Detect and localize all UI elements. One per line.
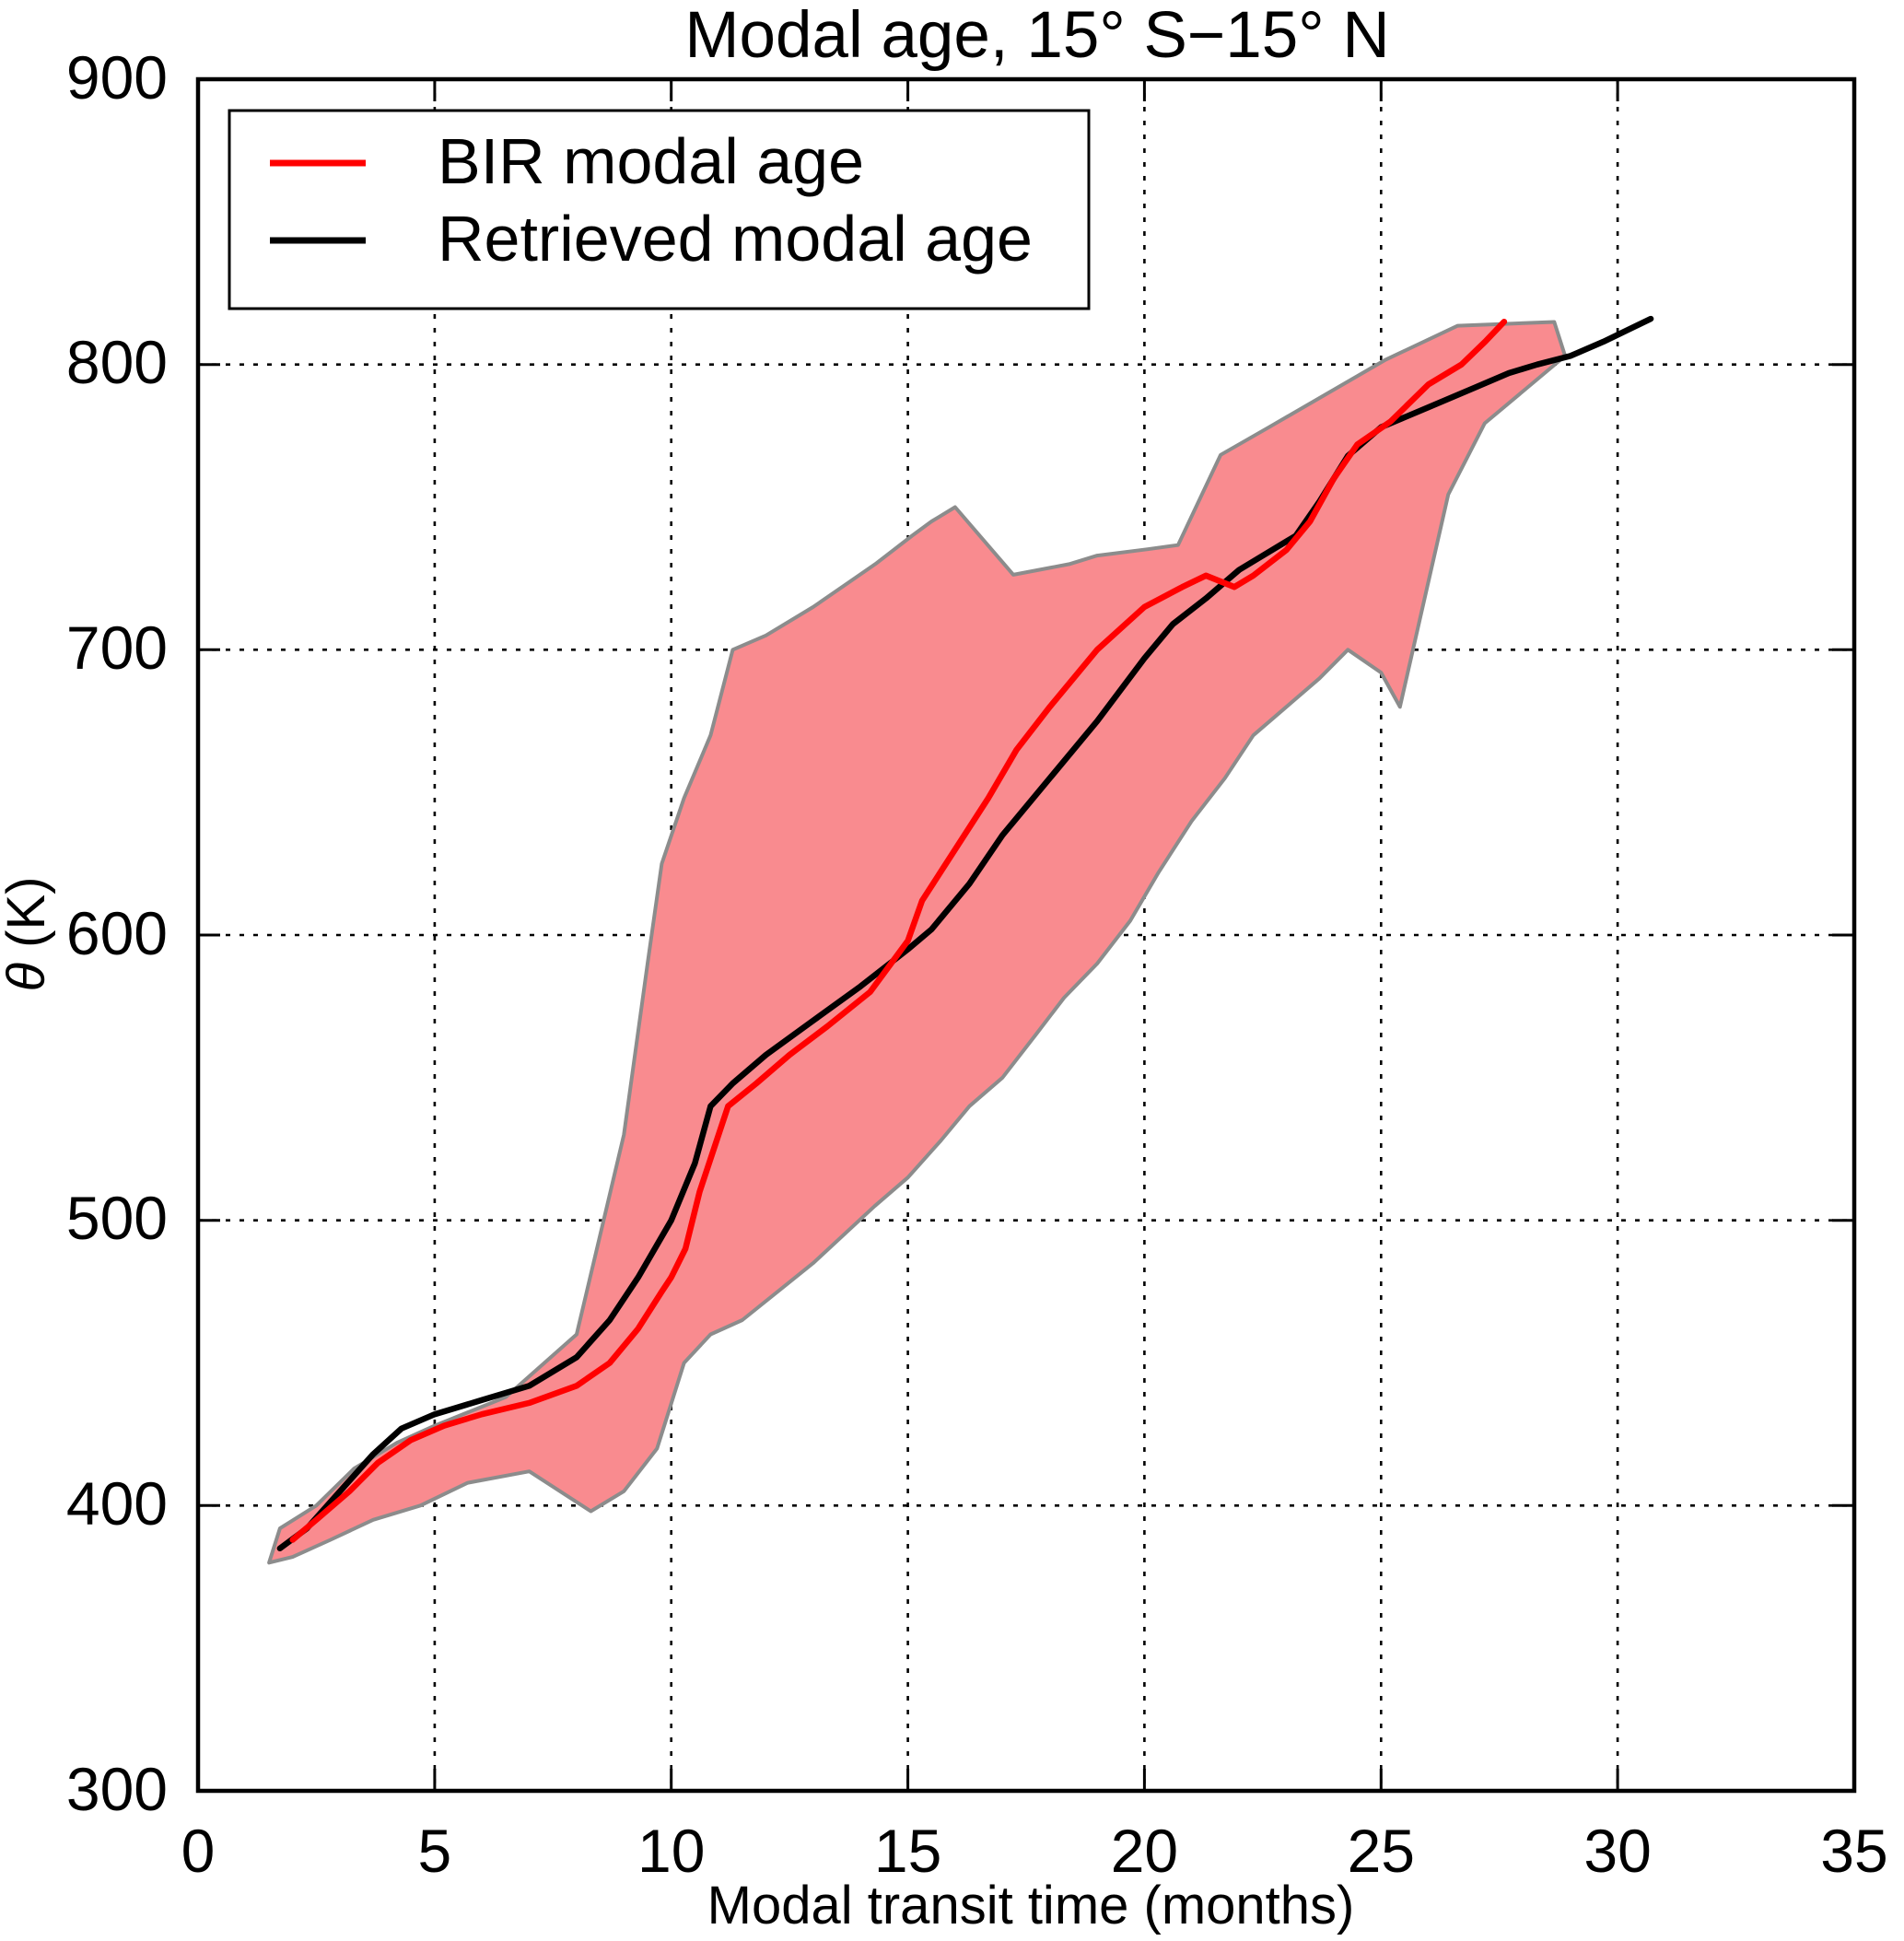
svg-text:30: 30: [1583, 1817, 1651, 1885]
svg-text:Retrieved modal age: Retrieved modal age: [438, 203, 1033, 275]
svg-text:Modal transit time (months): Modal transit time (months): [707, 1876, 1355, 1935]
svg-text:900: 900: [66, 43, 168, 111]
svg-text:800: 800: [66, 328, 168, 396]
svg-text:Modal age, 15° S−15° N: Modal age, 15° S−15° N: [684, 0, 1389, 72]
svg-text:600: 600: [66, 899, 168, 967]
svg-text:15: 15: [874, 1817, 941, 1885]
svg-text:10: 10: [637, 1817, 705, 1885]
svg-text:35: 35: [1820, 1817, 1887, 1885]
svg-text:θ (K): θ (K): [0, 877, 56, 992]
svg-text:500: 500: [66, 1184, 168, 1252]
svg-text:700: 700: [66, 614, 168, 682]
svg-text:400: 400: [66, 1469, 168, 1538]
svg-text:25: 25: [1348, 1817, 1415, 1885]
svg-text:5: 5: [418, 1817, 452, 1885]
svg-text:300: 300: [66, 1755, 168, 1823]
svg-text:BIR modal age: BIR modal age: [438, 125, 864, 197]
svg-text:0: 0: [181, 1817, 216, 1885]
svg-text:20: 20: [1111, 1817, 1178, 1885]
